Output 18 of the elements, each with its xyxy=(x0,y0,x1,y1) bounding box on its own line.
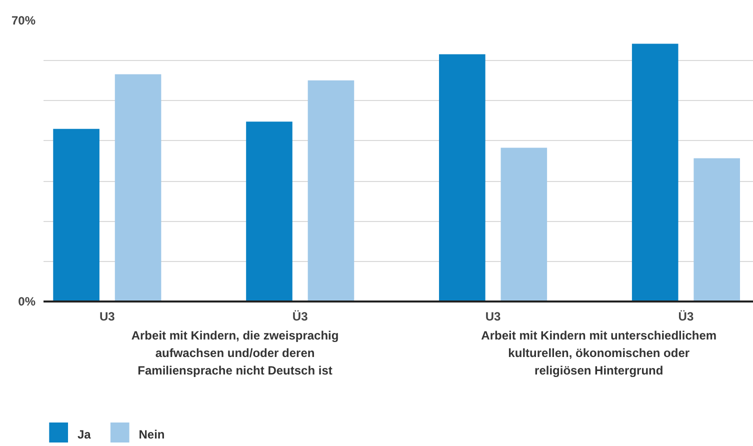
bar xyxy=(308,80,354,302)
bar xyxy=(246,122,292,302)
y-tick-label: 0% xyxy=(18,294,36,308)
legend-label: Nein xyxy=(138,428,165,442)
x-tick-label: U3 xyxy=(100,310,116,324)
bar xyxy=(632,44,678,302)
bar xyxy=(53,128,100,302)
y-tick-label: 70% xyxy=(11,14,36,28)
text: Arbeit mit Kindern, die zweisprachig aufwachsen und/oder deren Familiensprache nicht Deutsch ist xyxy=(131,328,339,378)
x-tick-label: Ü3 xyxy=(678,310,694,324)
bar xyxy=(114,74,162,302)
x-tick-label: U3 xyxy=(485,310,502,324)
text: Arbeit mit Kindern mit unterschiedlichem kulturellen, ökonomischen oder religiösen Hintergrund xyxy=(481,328,717,378)
bar xyxy=(439,54,486,302)
bar xyxy=(694,158,740,302)
legend-label: Ja xyxy=(77,428,92,442)
bar xyxy=(500,148,548,302)
x-tick-label: Ü3 xyxy=(292,310,308,324)
